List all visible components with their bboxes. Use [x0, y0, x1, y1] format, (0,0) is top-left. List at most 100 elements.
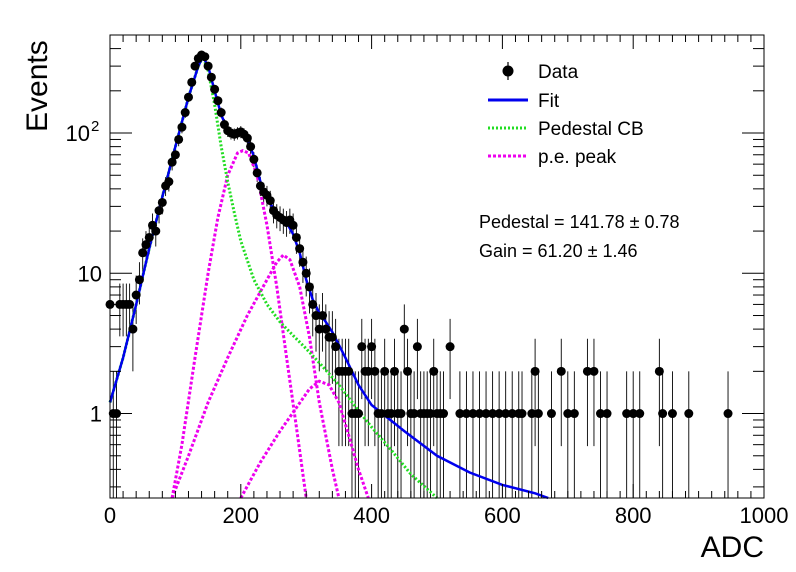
- data-point: [481, 409, 491, 419]
- x-axis-title: ADC: [701, 531, 764, 564]
- data-point: [174, 134, 184, 144]
- data-point: [461, 409, 471, 419]
- data-point: [399, 324, 409, 334]
- y-tick-label: 10: [66, 121, 90, 146]
- data-point: [249, 154, 259, 164]
- data-point: [134, 275, 144, 285]
- data-point: [167, 157, 177, 167]
- legend-item-pedestal: Pedestal CB: [488, 119, 644, 140]
- data-point: [403, 366, 413, 376]
- data-point: [684, 409, 694, 419]
- x-tick-label: 200: [222, 503, 259, 528]
- data-point: [304, 282, 314, 292]
- y-tick-label: 10: [78, 261, 102, 286]
- data-point: [412, 342, 422, 352]
- data-point: [177, 122, 187, 132]
- data-point: [445, 342, 455, 352]
- data-point: [210, 84, 220, 94]
- data-point: [527, 409, 537, 419]
- y-tick-exponent: 2: [91, 118, 99, 135]
- data-point: [131, 290, 141, 300]
- data-point: [354, 409, 364, 419]
- data-point: [425, 409, 435, 419]
- data-point: [200, 52, 210, 62]
- legend-label-fit: Fit: [538, 91, 560, 112]
- data-point: [455, 409, 465, 419]
- legend-label-pe: p.e. peak: [538, 147, 617, 168]
- data-point: [635, 409, 645, 419]
- legend-label-data: Data: [538, 62, 579, 83]
- data-point: [190, 61, 200, 71]
- data-point: [386, 409, 396, 419]
- legend-item-data: Data: [502, 62, 579, 83]
- data-point: [298, 257, 308, 267]
- data-point: [183, 92, 193, 102]
- data-point: [213, 96, 223, 106]
- data-point: [206, 72, 216, 82]
- data-point: [344, 366, 354, 376]
- data-point: [654, 366, 664, 376]
- data-point: [667, 409, 677, 419]
- data-point: [376, 409, 386, 419]
- legend-label-pedestal: Pedestal CB: [538, 119, 644, 140]
- data-point: [187, 77, 197, 87]
- data-point: [622, 409, 632, 419]
- data-point: [311, 311, 321, 321]
- legend-data-marker: [502, 65, 514, 77]
- data-point: [556, 366, 566, 376]
- data-point: [321, 324, 331, 334]
- data-point: [216, 108, 226, 118]
- data-point: [546, 409, 556, 419]
- data-point: [439, 409, 449, 419]
- data-point: [602, 409, 612, 419]
- data-point: [582, 366, 592, 376]
- data-point: [128, 324, 138, 334]
- data-point: [125, 299, 135, 309]
- data-point: [563, 409, 573, 419]
- x-tick-label: 0: [104, 503, 116, 528]
- data-point: [380, 366, 390, 376]
- x-tick-label: 600: [484, 503, 521, 528]
- data-point: [533, 409, 543, 419]
- data-point: [468, 409, 478, 419]
- data-point: [308, 299, 318, 309]
- data-point: [367, 342, 377, 352]
- legend-item-pe: p.e. peak: [488, 147, 617, 168]
- data-point: [596, 409, 605, 419]
- data-point: [658, 409, 668, 419]
- y-axis-title: Events: [21, 40, 54, 132]
- data-point: [138, 248, 148, 258]
- pe-peak-curve-2: [170, 253, 341, 499]
- data-point: [242, 133, 252, 143]
- data-point: [409, 409, 419, 419]
- data-point: [723, 409, 733, 419]
- x-axis: 0 200 400 600 800 1000: [104, 35, 788, 528]
- data-point: [488, 409, 498, 419]
- data-point: [396, 409, 406, 419]
- data-point: [331, 342, 341, 352]
- data-point: [517, 409, 527, 419]
- data-point: [475, 409, 485, 419]
- data-point: [507, 409, 517, 419]
- data-point: [530, 366, 540, 376]
- pe-peak-curve-1: [170, 148, 308, 499]
- gain-value: Gain = 61.20 ± 1.46: [479, 241, 638, 261]
- legend-item-fit: Fit: [488, 91, 560, 112]
- data-point: [301, 268, 311, 278]
- data-points: [105, 50, 733, 419]
- data-point: [389, 366, 399, 376]
- x-tick-label: 400: [353, 503, 390, 528]
- data-point: [141, 240, 151, 250]
- data-point: [363, 366, 373, 376]
- data-point: [370, 366, 380, 376]
- data-point: [154, 206, 164, 216]
- data-point: [569, 409, 579, 419]
- data-point: [318, 311, 328, 321]
- data-point: [314, 324, 324, 334]
- data-point: [180, 108, 190, 118]
- data-point: [144, 232, 154, 242]
- data-point: [170, 150, 180, 160]
- data-point: [151, 226, 161, 236]
